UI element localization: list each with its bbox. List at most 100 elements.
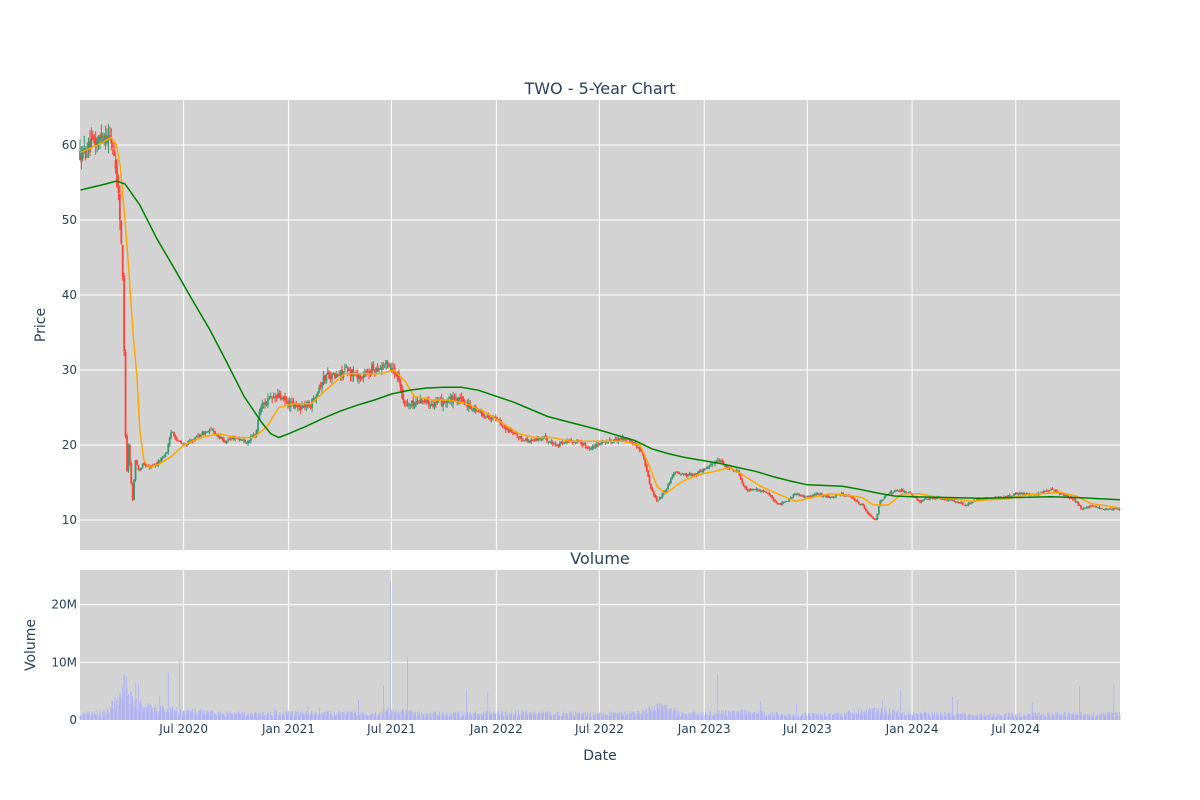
- candle-body: [409, 404, 412, 405]
- candle-body: [950, 498, 953, 501]
- volume-bar: [337, 714, 339, 720]
- candle-body: [1105, 508, 1108, 510]
- volume-bar: [212, 710, 214, 720]
- candle-body: [331, 373, 333, 379]
- volume-bar: [937, 714, 939, 720]
- candle-body: [722, 461, 725, 465]
- volume-bar: [108, 713, 110, 720]
- volume-bar: [146, 712, 148, 720]
- volume-bar: [447, 715, 449, 720]
- volume-bar: [290, 712, 292, 720]
- volume-bar: [903, 711, 905, 720]
- volume-bar: [482, 711, 484, 720]
- candle-body: [101, 139, 104, 143]
- volume-bar: [674, 708, 676, 720]
- candle-body: [1016, 492, 1018, 494]
- volume-bar: [1101, 712, 1103, 720]
- candle-body: [195, 436, 198, 437]
- candle-body: [890, 491, 893, 494]
- volume-bar: [722, 713, 723, 720]
- volume-bar: [577, 712, 579, 720]
- volume-bar: [421, 711, 423, 720]
- volume-bar: [961, 716, 963, 720]
- volume-bar: [198, 713, 200, 720]
- volume-bar: [624, 711, 626, 720]
- volume-bar: [343, 712, 345, 720]
- volume-bar: [1041, 713, 1042, 720]
- volume-bar: [166, 712, 167, 720]
- volume-bar: [351, 712, 353, 720]
- volume-bar: [1071, 714, 1073, 720]
- volume-bar: [243, 716, 245, 720]
- volume-bar: [546, 713, 547, 720]
- volume-bar: [784, 715, 786, 720]
- volume-bar: [736, 711, 738, 720]
- candle-body: [667, 483, 669, 490]
- volume-bar: [223, 714, 224, 720]
- volume-bar: [706, 714, 708, 720]
- candle-body: [181, 443, 184, 445]
- volume-bar: [641, 714, 642, 720]
- volume-bar: [1003, 716, 1005, 720]
- volume-bar: [322, 713, 324, 720]
- volume-bar: [562, 711, 564, 720]
- candle-body: [657, 500, 659, 502]
- volume-bar: [405, 713, 407, 720]
- volume-bar: [753, 715, 755, 720]
- volume-bar: [968, 714, 969, 720]
- candle-body: [346, 368, 349, 372]
- volume-bar: [108, 712, 109, 720]
- volume-bar: [1009, 716, 1011, 720]
- volume-bar: [1068, 714, 1070, 720]
- volume-bar: [393, 708, 395, 720]
- candle-body: [691, 473, 694, 476]
- volume-bar: [756, 713, 758, 720]
- volume-bar: [832, 714, 834, 720]
- candle-body: [961, 502, 964, 505]
- volume-bar: [430, 715, 432, 720]
- volume-bar: [873, 707, 875, 720]
- volume-bar: [458, 711, 460, 720]
- volume-bar: [462, 716, 464, 720]
- volume-bar: [892, 710, 894, 720]
- volume-bar: [245, 715, 247, 720]
- candle-body: [544, 435, 547, 438]
- candle-body: [597, 443, 600, 445]
- volume-bar: [849, 710, 850, 720]
- candle-body: [698, 470, 701, 473]
- volume-bar: [481, 714, 483, 720]
- volume-bar: [514, 712, 516, 720]
- volume-bar: [1031, 702, 1033, 720]
- volume-bar: [451, 713, 453, 720]
- volume-y-tick-label: 10M: [51, 655, 77, 669]
- candle-body: [924, 498, 927, 500]
- volume-bar: [1065, 716, 1067, 720]
- volume-bar: [326, 715, 328, 720]
- candle-body: [457, 396, 460, 402]
- candle-body: [257, 419, 259, 432]
- candle-body: [903, 491, 906, 492]
- volume-bar: [363, 713, 365, 720]
- volume-bar: [514, 715, 515, 720]
- volume-bar: [839, 716, 841, 720]
- candle-body: [781, 502, 783, 506]
- volume-bar: [195, 708, 197, 720]
- candle-body: [1050, 489, 1052, 491]
- volume-bar: [1100, 715, 1102, 720]
- volume-bar: [768, 714, 769, 720]
- x-axis-title: Date: [583, 748, 616, 764]
- candle-body: [104, 135, 107, 143]
- volume-bar: [339, 710, 341, 720]
- candle-body: [620, 437, 622, 440]
- candle-body: [509, 430, 511, 433]
- volume-bar: [170, 708, 171, 720]
- volume-bar: [179, 710, 181, 720]
- candle-body: [1045, 490, 1048, 492]
- candle-body: [701, 470, 704, 473]
- volume-bar: [303, 714, 305, 720]
- volume-bar: [1053, 714, 1055, 720]
- volume-bar: [820, 715, 822, 720]
- volume-bar: [757, 710, 759, 720]
- candle-body: [739, 475, 742, 480]
- volume-bar: [652, 705, 654, 720]
